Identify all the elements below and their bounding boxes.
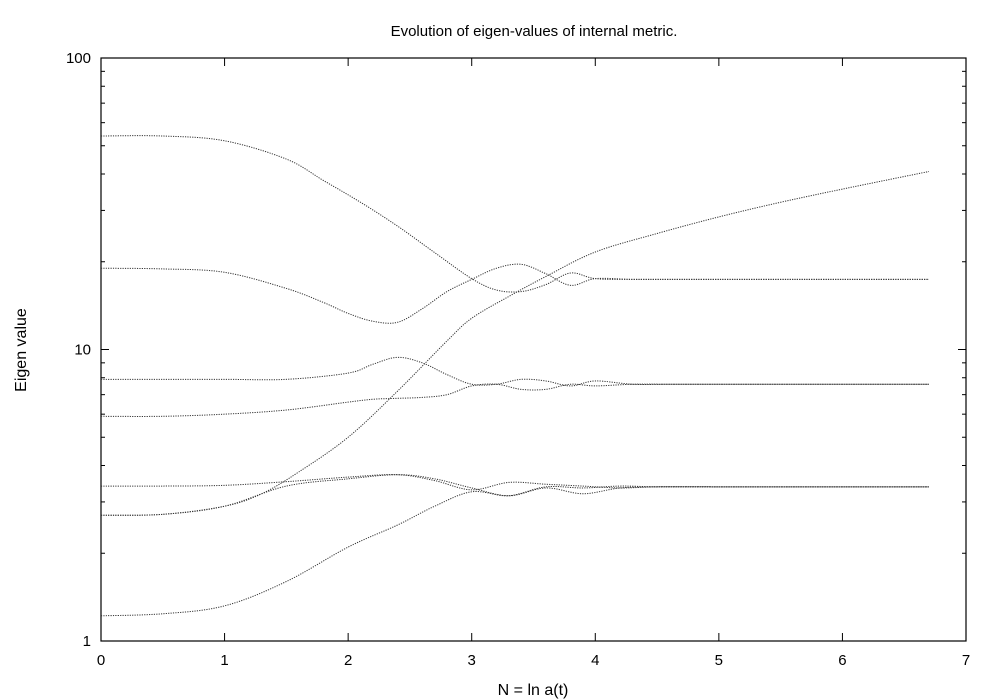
series-line-6 [100,474,929,516]
x-tick-label: 3 [468,652,476,669]
series-line-1 [100,135,929,293]
y-axis-label: Eigen value [13,308,30,392]
x-tick-label: 0 [97,652,105,669]
series-line-8 [100,485,929,617]
chart-title: Evolution of eigen-values of internal me… [391,23,678,40]
series-lines [100,135,930,617]
x-tick-label: 1 [220,652,228,669]
series-line-7 [100,171,930,516]
series-line-3 [101,356,929,387]
series-line-5 [100,474,929,491]
plot-frame [100,57,967,642]
x-tick-labels: 0 1 2 3 4 5 6 7 [97,652,970,669]
y-tick-label: 10 [74,342,91,359]
axis-ticks [100,58,967,642]
x-tick-label: 2 [344,652,352,669]
series-line-2 [100,263,929,324]
x-axis-label: N = ln a(t) [498,682,569,699]
y-tick-labels: 1 10 100 [66,50,91,650]
x-tick-label: 4 [591,652,599,669]
y-tick-label: 100 [66,50,91,67]
series-line-4 [100,383,929,417]
y-tick-label: 1 [83,633,91,650]
x-tick-label: 6 [838,652,846,669]
x-tick-label: 5 [715,652,723,669]
x-tick-label: 7 [962,652,970,669]
